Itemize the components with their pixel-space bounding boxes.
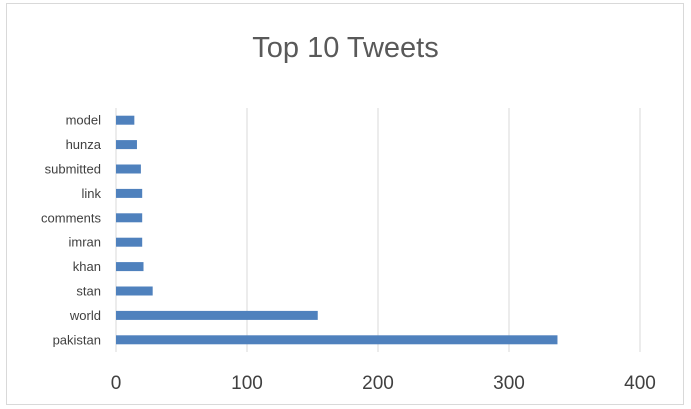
bar-imran (116, 237, 143, 247)
x-tick-label-300: 300 (493, 373, 525, 394)
category-label-submitted: submitted (45, 162, 101, 177)
category-label-hunza: hunza (66, 137, 102, 152)
x-tick-label-200: 200 (362, 373, 394, 394)
x-tick-label-400: 400 (624, 373, 656, 394)
bar-model (116, 115, 135, 125)
bar-link (116, 188, 143, 198)
bar-stan (116, 286, 153, 296)
bar-comments (116, 213, 143, 223)
chart-title: Top 10 Tweets (252, 32, 439, 64)
bar-submitted (116, 164, 141, 174)
category-label-imran: imran (68, 235, 101, 250)
x-tick-label-0: 0 (111, 373, 122, 394)
category-label-comments: comments (41, 210, 101, 225)
x-tick-label-100: 100 (231, 373, 263, 394)
bar-khan (116, 262, 144, 272)
category-label-pakistan: pakistan (53, 332, 101, 347)
category-label-khan: khan (73, 259, 101, 274)
bar-hunza (116, 140, 137, 150)
category-label-model: model (66, 113, 102, 128)
bar-pakistan (116, 335, 558, 345)
category-label-world: world (69, 308, 101, 323)
bar-world (116, 310, 318, 320)
category-label-stan: stan (76, 284, 101, 299)
category-label-link: link (81, 186, 101, 201)
